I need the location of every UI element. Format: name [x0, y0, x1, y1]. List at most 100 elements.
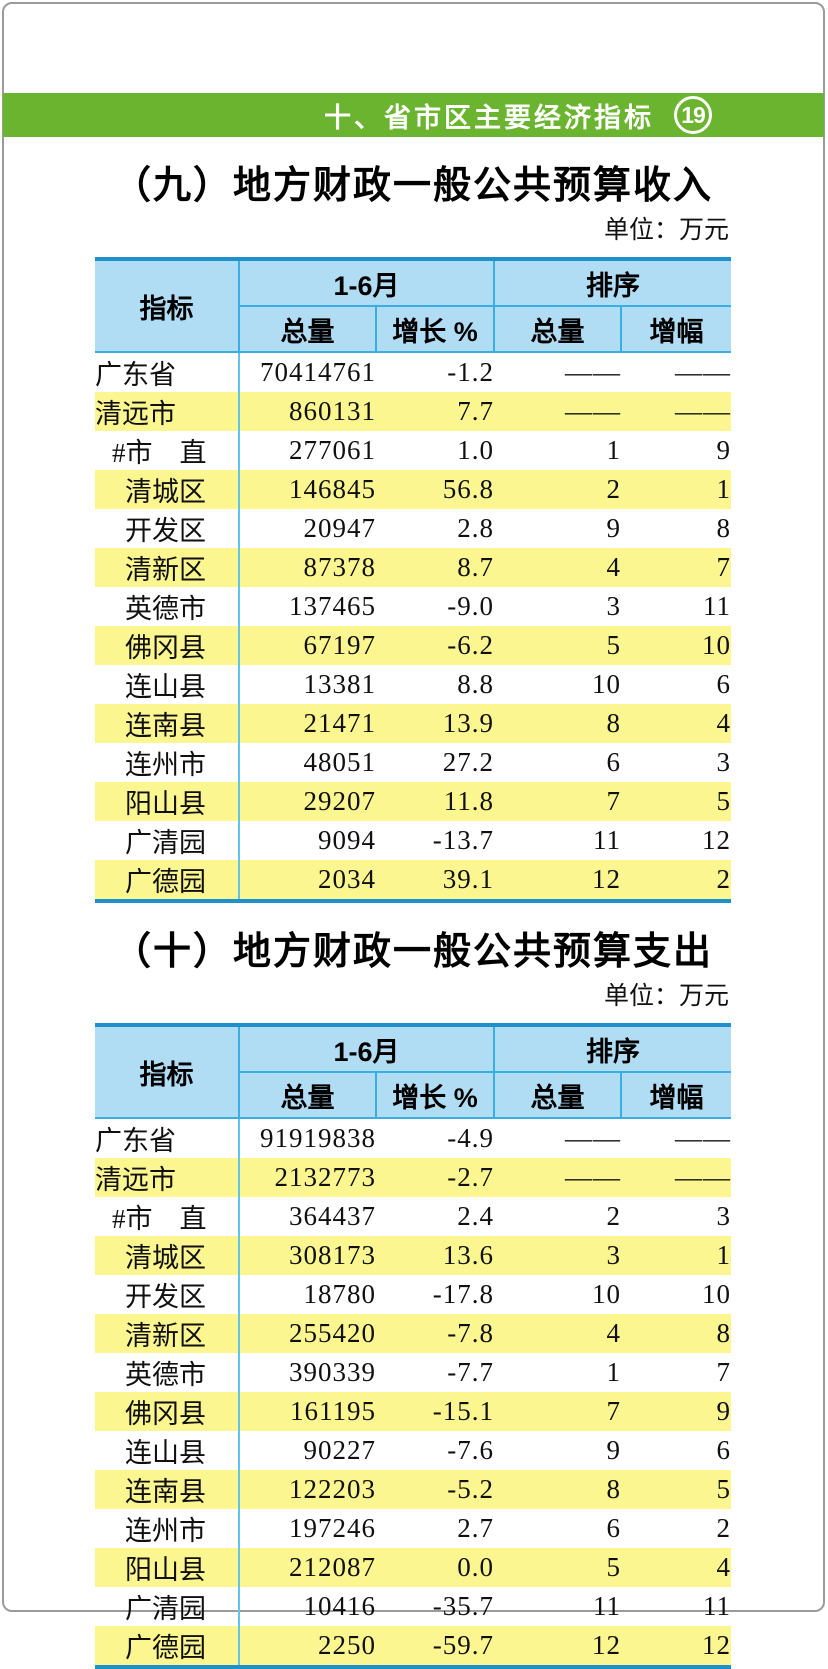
table-row: 广清园 10416 -35.7 11 11	[95, 1587, 731, 1626]
col-header-growth: 增长 %	[376, 1072, 495, 1118]
row-rank-growth: 1	[716, 474, 731, 504]
table-row: 广德园 2034 39.1 12 2	[95, 860, 731, 901]
row-growth-value: 7.7	[457, 396, 494, 426]
row-total-value: 2132773	[274, 1162, 376, 1192]
table-row: 佛冈县 67197 -6.2 5 10	[95, 626, 731, 665]
row-total-value: 860131	[289, 396, 376, 426]
col-group-rank: 排序	[494, 1025, 731, 1073]
row-growth-value: -2.7	[447, 1162, 494, 1192]
row-rank-total: 10	[592, 1279, 621, 1309]
row-growth-value: 8.8	[457, 669, 494, 699]
row-rank-total: 3	[606, 591, 621, 621]
row-rank-growth: 9	[716, 1396, 731, 1426]
row-growth-value: -59.7	[432, 1630, 494, 1660]
row-growth-value: 27.2	[442, 747, 494, 777]
row-rank-growth: 8	[716, 513, 731, 543]
table-row: 连山县 13381 8.8 10 6	[95, 665, 731, 704]
row-indicator-name: 清新区	[95, 548, 240, 587]
row-rank-total: ——	[565, 1162, 621, 1192]
row-indicator-name: 清新区	[95, 1314, 240, 1353]
row-rank-growth: 12	[702, 825, 731, 855]
expenditure-table-body: 广东省 91919838 -4.9 —— —— 清远市 2132773 -2.7…	[95, 1118, 731, 1667]
row-growth-value: -4.9	[447, 1123, 494, 1153]
row-indicator-name: 连南县	[95, 704, 240, 743]
col-header-indicator: 指标	[95, 259, 240, 352]
row-rank-growth: 12	[702, 1630, 731, 1660]
row-rank-total: 5	[606, 1552, 621, 1582]
table-row: 清新区 87378 8.7 4 7	[95, 548, 731, 587]
table-row: 广清园 9094 -13.7 11 12	[95, 821, 731, 860]
table-row: 开发区 20947 2.8 9 8	[95, 509, 731, 548]
table-row: 广东省 70414761 -1.2 —— ——	[95, 352, 731, 392]
table-row: 开发区 18780 -17.8 10 10	[95, 1275, 731, 1314]
row-rank-total: 12	[592, 864, 621, 894]
row-total-value: 21471	[303, 708, 376, 738]
row-rank-total: 9	[606, 1435, 621, 1465]
table-row: 英德市 390339 -7.7 1 7	[95, 1353, 731, 1392]
row-rank-growth: 11	[703, 591, 731, 621]
row-rank-total: 6	[606, 747, 621, 777]
row-total-value: 20947	[303, 513, 376, 543]
row-indicator-name: #市 直	[95, 431, 240, 470]
revenue-table-header: 指标 1-6月 排序 总量 增长 % 总量 增幅	[95, 259, 731, 352]
row-growth-value: 13.9	[442, 708, 494, 738]
row-growth-value: -6.2	[447, 630, 494, 660]
row-growth-value: -9.0	[447, 591, 494, 621]
row-indicator-name: 佛冈县	[95, 1392, 240, 1431]
row-rank-total: ——	[565, 396, 621, 426]
row-total-value: 91919838	[260, 1123, 376, 1153]
row-growth-value: -17.8	[432, 1279, 494, 1309]
table-row: 清远市 2132773 -2.7 —— ——	[95, 1158, 731, 1197]
unit-label-revenue: 单位：万元	[603, 216, 729, 244]
table-row: 广德园 2250 -59.7 12 12	[95, 1626, 731, 1667]
row-total-value: 10416	[303, 1591, 376, 1621]
row-indicator-name: 连州市	[95, 743, 240, 782]
table-row: 连州市 197246 2.7 6 2	[95, 1509, 731, 1548]
row-total-value: 2034	[318, 864, 376, 894]
row-rank-total: 11	[593, 825, 621, 855]
row-total-value: 212087	[289, 1552, 376, 1582]
row-growth-value: 2.7	[457, 1513, 494, 1543]
row-rank-growth: 1	[716, 1240, 731, 1270]
table-row: 连山县 90227 -7.6 9 6	[95, 1431, 731, 1470]
row-indicator-name: 开发区	[95, 509, 240, 548]
row-total-value: 29207	[303, 786, 376, 816]
col-header-rank-total: 总量	[494, 306, 622, 352]
row-rank-growth: 3	[716, 1201, 731, 1231]
row-total-value: 390339	[289, 1357, 376, 1387]
row-rank-growth: 7	[716, 1357, 731, 1387]
row-rank-total: 9	[606, 513, 621, 543]
expenditure-table: 指标 1-6月 排序 总量 增长 % 总量 增幅 广东省 91919838 -4…	[95, 1023, 731, 1669]
table-row: 阳山县 29207 11.8 7 5	[95, 782, 731, 821]
row-indicator-name: 阳山县	[95, 1548, 240, 1587]
row-rank-growth: 6	[716, 669, 731, 699]
row-rank-growth: 11	[703, 1591, 731, 1621]
row-total-value: 2250	[318, 1630, 376, 1660]
row-rank-total: ——	[565, 357, 621, 387]
row-indicator-name: 广德园	[95, 1626, 240, 1667]
col-group-period: 1-6月	[239, 259, 495, 307]
row-rank-total: 4	[606, 552, 621, 582]
row-rank-growth: 2	[716, 864, 731, 894]
row-total-value: 137465	[289, 591, 376, 621]
row-growth-value: 2.8	[457, 513, 494, 543]
row-rank-total: 3	[606, 1240, 621, 1270]
row-rank-growth: 5	[716, 786, 731, 816]
col-header-total: 总量	[239, 306, 377, 352]
row-indicator-name: 开发区	[95, 1275, 240, 1314]
table-row: 连南县 21471 13.9 8 4	[95, 704, 731, 743]
row-rank-growth: ——	[675, 1123, 731, 1153]
row-growth-value: -15.1	[432, 1396, 494, 1426]
row-rank-growth: 7	[716, 552, 731, 582]
page-content: （九）地方财政一般公共预算收入 单位：万元 指标 1-6月 排序 总量 增长 %…	[95, 137, 731, 1669]
row-total-value: 90227	[303, 1435, 376, 1465]
row-indicator-name: 英德市	[95, 1353, 240, 1392]
row-growth-value: 2.4	[457, 1201, 494, 1231]
col-group-period: 1-6月	[239, 1025, 495, 1073]
expenditure-table-header: 指标 1-6月 排序 总量 增长 % 总量 增幅	[95, 1025, 731, 1118]
col-group-rank: 排序	[494, 259, 731, 307]
row-total-value: 197246	[289, 1513, 376, 1543]
row-indicator-name: 连山县	[95, 1431, 240, 1470]
col-header-rank-total: 总量	[494, 1072, 622, 1118]
row-total-value: 255420	[289, 1318, 376, 1348]
